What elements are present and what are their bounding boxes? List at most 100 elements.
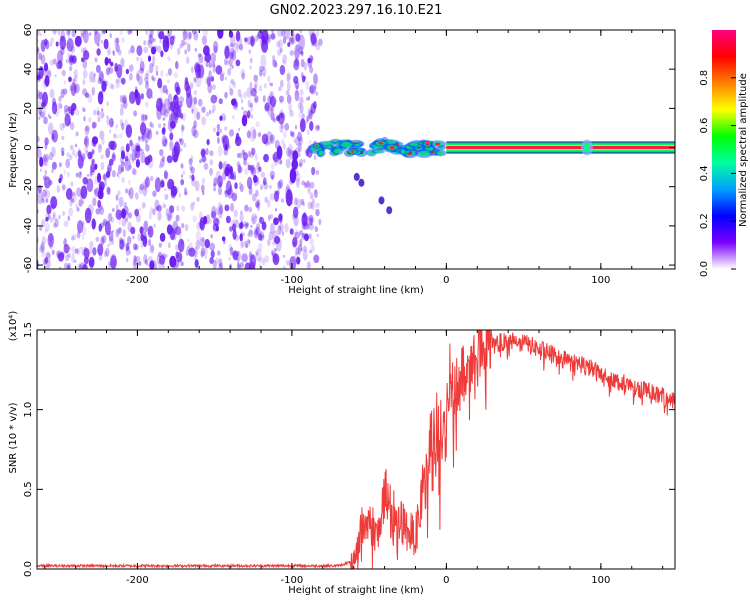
noise-dot: [67, 35, 70, 38]
noise-dot: [144, 177, 150, 188]
noise-dot: [61, 184, 66, 191]
noise-dot: [157, 123, 162, 129]
noise-dot: [280, 198, 284, 203]
noise-dot: [291, 160, 297, 170]
noise-dot: [161, 155, 165, 162]
noise-dot: [117, 175, 120, 179]
noise-dot: [190, 202, 195, 211]
noise-dot: [91, 122, 96, 129]
noise-dot: [251, 217, 256, 225]
noise-dot: [246, 110, 251, 119]
noise-dot: [61, 135, 65, 141]
y-tick-label: 20: [23, 102, 34, 115]
noise-dot: [212, 62, 216, 68]
noise-dot: [150, 46, 157, 55]
noise-dot: [170, 189, 176, 199]
noise-dot: [280, 123, 285, 129]
noise-dot: [174, 117, 178, 124]
noise-dot: [271, 249, 274, 256]
noise-dot: [104, 220, 111, 236]
noise-dot: [277, 48, 282, 56]
noise-dot: [128, 49, 131, 55]
noise-dot: [289, 109, 294, 118]
noise-dot: [160, 158, 165, 168]
noise-dot: [223, 240, 226, 245]
noise-dot: [102, 173, 108, 181]
noise-dot: [63, 262, 69, 269]
noise-dot: [223, 148, 229, 156]
noise-dot: [244, 204, 249, 212]
noise-dot: [225, 145, 229, 151]
noise-dot: [115, 194, 119, 201]
noise-dot: [144, 132, 149, 144]
noise-dot: [253, 74, 258, 82]
noise-dot: [236, 40, 241, 50]
noise-dot: [286, 71, 291, 80]
noise-dot: [249, 81, 253, 90]
noise-dot: [96, 172, 102, 183]
noise-dot: [309, 233, 312, 240]
noise-dot: [75, 131, 79, 137]
noise-dot: [43, 66, 49, 78]
noise-dot: [76, 232, 81, 239]
noise-dot: [247, 164, 252, 171]
noise-dot: [244, 168, 249, 175]
noise-dot: [48, 179, 52, 186]
noise-dot: [309, 85, 315, 94]
noise-dot: [177, 47, 181, 56]
noise-dot: [53, 222, 57, 228]
noise-dot: [239, 182, 242, 186]
noise-dot: [181, 205, 185, 213]
noise-dot: [169, 205, 175, 214]
noise-dot: [87, 151, 93, 160]
noise-dot: [237, 261, 240, 269]
colorbar-label: Normalized spectral amplitude: [738, 73, 749, 227]
noise-dot: [37, 74, 41, 80]
noise-dot: [134, 144, 141, 159]
noise-dot: [260, 36, 265, 46]
noise-dot: [232, 65, 234, 69]
noise-dot: [293, 231, 297, 238]
noise-dot: [264, 196, 268, 203]
noise-dot: [272, 117, 277, 123]
noise-dot: [249, 254, 256, 269]
noise-dot: [205, 46, 208, 50]
x-tick-label: -100: [281, 275, 304, 286]
noise-dot: [67, 52, 70, 58]
noise-dot: [160, 180, 165, 188]
noise-dot: [58, 95, 62, 102]
noise-dot: [160, 69, 164, 77]
noise-dot: [120, 166, 125, 173]
noise-dot: [286, 94, 292, 104]
noise-dot: [270, 82, 273, 87]
noise-dot: [91, 218, 96, 230]
noise-dot: [132, 259, 137, 269]
noise-dot: [96, 110, 100, 116]
noise-dot: [127, 30, 132, 35]
noise-dot: [200, 148, 206, 158]
noise-dot: [84, 126, 90, 136]
noise-dot: [274, 208, 278, 212]
noise-dot: [99, 144, 102, 150]
noise-dot: [125, 257, 129, 263]
noise-dot: [294, 81, 300, 89]
noise-dot: [64, 113, 71, 127]
noise-dot: [136, 255, 141, 265]
noise-dot: [274, 190, 279, 202]
noise-dot: [213, 40, 219, 54]
noise-dot: [309, 181, 315, 189]
noise-dot: [65, 188, 73, 200]
noise-dot: [251, 167, 257, 177]
noise-dot: [71, 30, 76, 38]
noise-dot: [245, 243, 249, 249]
noise-dot: [250, 87, 257, 97]
noise-dot: [100, 154, 104, 160]
noise-dot: [251, 213, 258, 225]
noise-dot: [122, 95, 127, 105]
noise-dot: [44, 176, 51, 189]
noise-dot: [121, 77, 126, 85]
noise-dot: [161, 135, 167, 147]
noise-dot: [298, 153, 301, 158]
noise-dot: [267, 214, 271, 221]
noise-dot: [231, 50, 237, 61]
